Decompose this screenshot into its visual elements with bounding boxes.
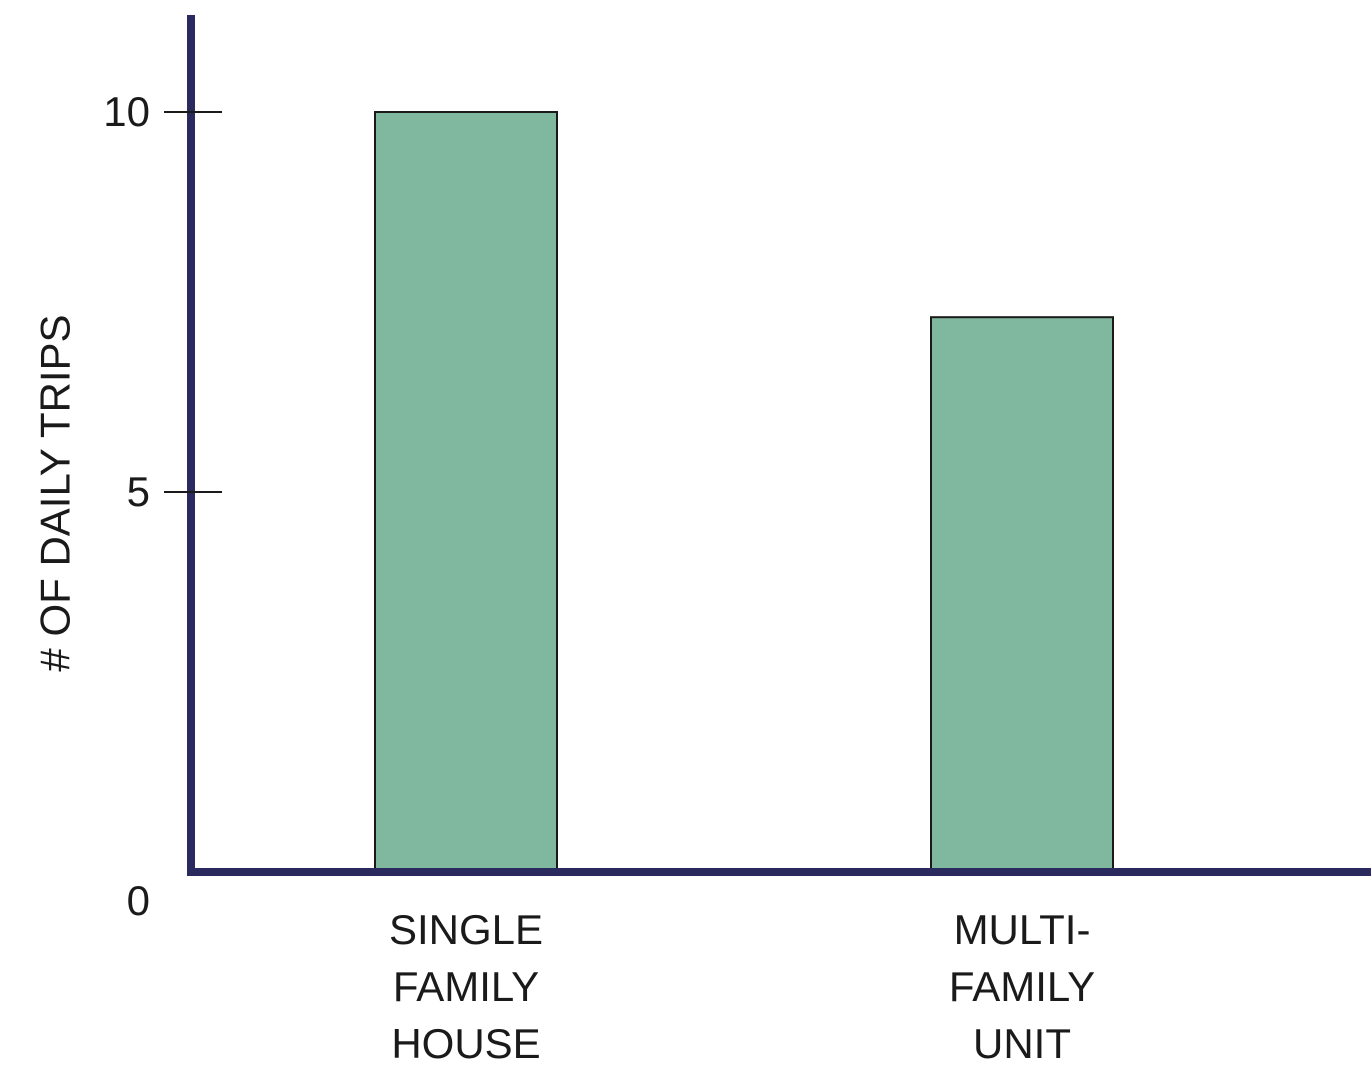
x-labels-group: SINGLE FAMILY HOUSE MULTI- FAMILY UNIT <box>389 906 1095 1067</box>
x-category-label: SINGLE <box>389 906 543 953</box>
x-category-label: FAMILY <box>949 963 1095 1010</box>
x-category-label: HOUSE <box>391 1020 540 1067</box>
y-tick-label: 0 <box>127 877 150 924</box>
y-tick-label: 5 <box>127 468 150 515</box>
y-ticks-group: 0 5 10 <box>103 88 222 924</box>
bar-1 <box>930 316 1114 873</box>
x-category-label: UNIT <box>973 1020 1071 1067</box>
bars-group <box>374 111 1114 873</box>
y-tick-label: 10 <box>103 88 150 135</box>
bar-0 <box>374 111 558 873</box>
axes-group <box>187 15 1371 876</box>
y-axis-title: # OF DAILY TRIPS <box>32 314 79 671</box>
x-category-label: FAMILY <box>393 963 539 1010</box>
x-category-label: MULTI- <box>954 906 1091 953</box>
